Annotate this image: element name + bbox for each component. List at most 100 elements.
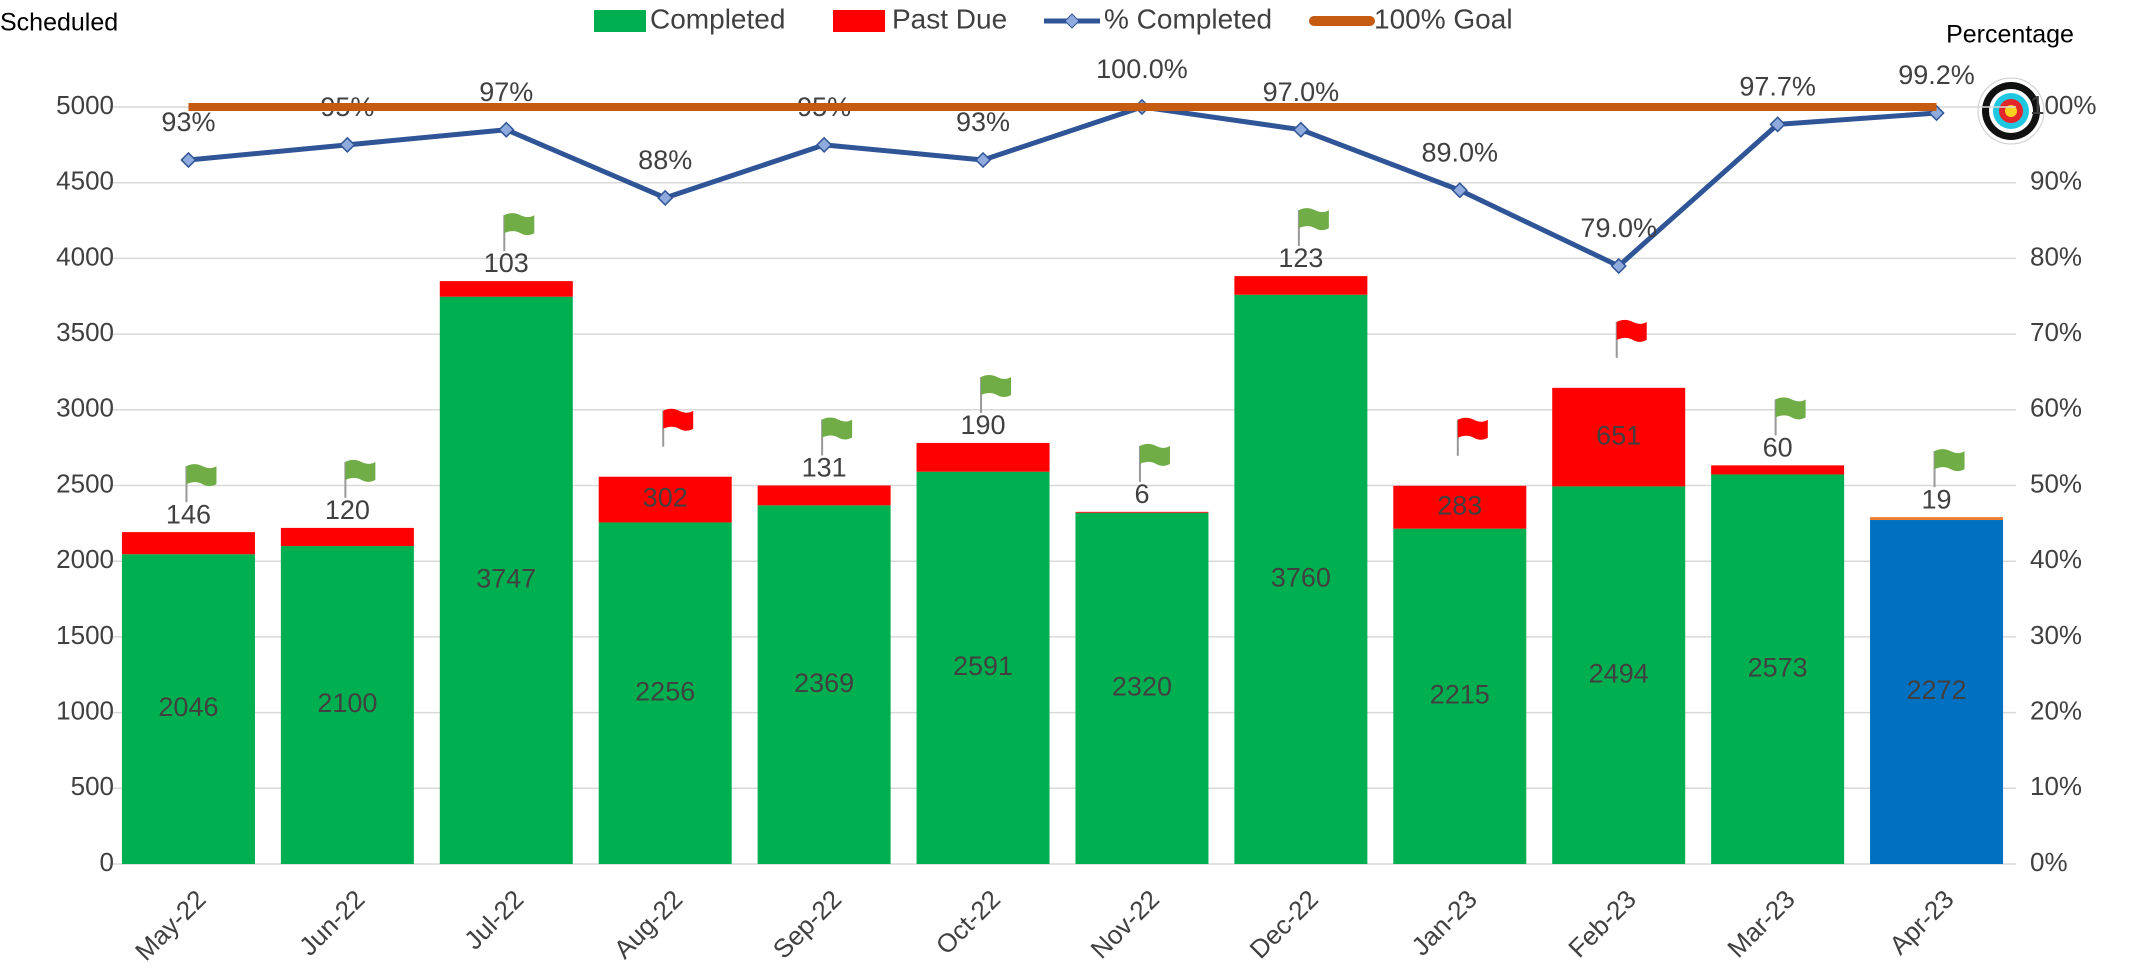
flag (1298, 208, 1329, 231)
legend-label: Past Due (892, 3, 1007, 34)
y2-axis-title: Percentage (1946, 21, 2074, 49)
x-tick-label: Mar-23 (1721, 884, 1800, 963)
flag (663, 408, 694, 431)
y-axis-title: Scheduled (0, 9, 118, 37)
y-tick-label: 3000 (56, 393, 114, 423)
flag (186, 464, 217, 487)
line-marker (339, 136, 356, 153)
data-label: 2215 (1430, 679, 1490, 709)
data-label: 2256 (635, 676, 695, 706)
line-marker (1610, 257, 1627, 275)
y2-tick-label: 50% (2030, 468, 2082, 498)
line-marker (1769, 116, 1786, 133)
legend-label: 100% Goal (1374, 3, 1513, 34)
y-tick-label: 3500 (56, 317, 114, 347)
data-label: 60 (1763, 432, 1793, 462)
y2-tick-label: 30% (2030, 620, 2082, 650)
bar-segment (280, 527, 414, 547)
x-tick-label: Oct-22 (930, 884, 1006, 960)
percent-label: 100.0% (1096, 54, 1188, 84)
line-marker (1292, 121, 1310, 138)
data-label: 2100 (317, 688, 377, 718)
y-tick-label: 2000 (56, 544, 114, 574)
line-marker (815, 136, 833, 153)
legend-label: % Completed (1104, 3, 1272, 34)
x-tick-label: Apr-23 (1883, 884, 1959, 960)
bar-segment (916, 471, 1050, 864)
bar-segment (1393, 528, 1527, 864)
x-tick-label: Nov-22 (1085, 884, 1165, 964)
flag (504, 213, 535, 236)
data-label: 302 (643, 483, 688, 513)
data-label: 2573 (1748, 652, 1808, 682)
data-label: 2591 (953, 651, 1013, 681)
bar-segment (1552, 387, 1686, 487)
bar-segment (439, 281, 573, 297)
bar-segment (121, 532, 255, 555)
y2-tick-label: 20% (2030, 695, 2082, 725)
bar-segment (1075, 512, 1209, 864)
legend-swatch (594, 10, 646, 32)
x-tick-label: May-22 (129, 884, 212, 967)
data-label: 2046 (158, 692, 218, 722)
y-tick-label: 4000 (56, 241, 114, 271)
flag (1457, 417, 1488, 440)
x-tick-label: Feb-23 (1562, 884, 1641, 963)
y2-tick-label: 70% (2030, 317, 2082, 347)
bar-segment (1234, 294, 1368, 865)
legend-label: Completed (650, 3, 785, 34)
bar-segment (1870, 517, 2004, 521)
flag (345, 459, 376, 482)
bar-segment (1711, 474, 1845, 864)
y2-tick-label: 60% (2030, 393, 2082, 423)
data-label: 19 (1922, 484, 1952, 514)
data-label: 123 (1278, 243, 1323, 273)
x-tick-label: Aug-22 (608, 884, 688, 964)
bar-segment (598, 476, 732, 523)
y2-tick-label: 10% (2030, 771, 2082, 801)
data-label: 2320 (1112, 672, 1172, 702)
y-tick-label: 2500 (56, 468, 114, 498)
y-tick-label: 0 (100, 847, 114, 877)
data-label: 651 (1596, 420, 1641, 450)
flag (822, 417, 853, 440)
percent-label: 93% (956, 107, 1010, 137)
x-tick-label: Sep-22 (767, 884, 847, 964)
y-tick-label: 500 (71, 771, 114, 801)
bar-segment (1870, 520, 2004, 864)
y2-tick-label: 0% (2030, 847, 2068, 877)
bar-segment (916, 442, 1050, 472)
data-label: 120 (325, 495, 370, 525)
data-label: 2494 (1589, 658, 1649, 688)
x-tick-label: Jul-22 (458, 884, 529, 955)
data-label: 3747 (476, 563, 536, 593)
y2-tick-label: 100% (2030, 90, 2097, 120)
percent-label: 88% (638, 145, 692, 175)
line-marker (974, 151, 992, 169)
line-marker (657, 189, 674, 206)
percent-label: 99.2% (1898, 60, 1975, 90)
percent-label: 97.7% (1739, 72, 1816, 102)
y2-tick-label: 90% (2030, 166, 2082, 196)
flag (1616, 319, 1647, 342)
legend-marker (1064, 13, 1080, 29)
y-tick-label: 5000 (56, 90, 114, 120)
data-label: 131 (802, 453, 847, 483)
target-icon (1977, 77, 2045, 145)
y2-tick-label: 80% (2030, 241, 2082, 271)
percent-label: 93% (161, 107, 215, 137)
bar-segment (1552, 486, 1686, 864)
data-label: 2272 (1907, 675, 1967, 705)
bar-segment (1234, 276, 1368, 295)
bar-segment (1075, 511, 1209, 513)
bar-segment (1393, 485, 1527, 529)
flag (1934, 449, 1965, 472)
percent-label: 89.0% (1422, 137, 1499, 167)
x-tick-label: Dec-22 (1243, 884, 1323, 964)
data-label: 283 (1437, 490, 1482, 520)
x-tick-label: Jun-22 (293, 884, 370, 961)
flag (1775, 397, 1806, 420)
x-tick-label: Jan-23 (1405, 884, 1482, 961)
bar-segment (439, 296, 573, 864)
